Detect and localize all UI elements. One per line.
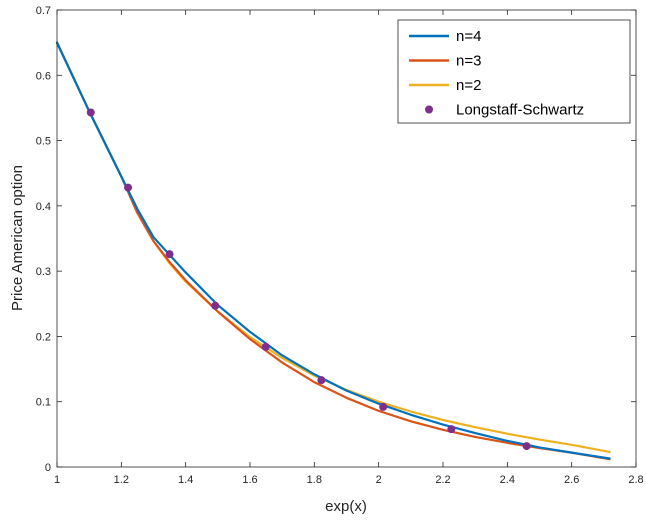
legend-label-n-2: n=2 [456, 77, 481, 94]
marker-layer [86, 108, 531, 451]
legend-label-n-3: n=3 [456, 53, 481, 70]
tick-layer: 1 1.2 1.4 1.6 1.8 2 2.2 2.4 2.6 2.8 0 0.1 0.2 0.3 0.4 0… [36, 5, 644, 486]
legend-swatch-longstaff-schwartz [425, 105, 433, 114]
x-tick-label: 1.2 [114, 474, 129, 486]
longstaff-schwartz-point [379, 402, 388, 411]
series-layer [55, 41, 611, 461]
y-tick-label: 0.6 [36, 70, 51, 82]
longstaff-schwartz-point [522, 442, 531, 451]
x-tick-label: 2.4 [500, 474, 515, 486]
x-axis-title: exp(x) [325, 498, 367, 515]
legend-label-n-4: n=4 [456, 28, 481, 45]
x-tick-label: 2.2 [435, 474, 450, 486]
y-tick-label: 0 [45, 462, 51, 474]
y-tick-label: 0.5 [36, 136, 51, 148]
x-tick-label: 2.6 [564, 474, 579, 486]
y-tick-label: 0.3 [36, 266, 51, 278]
longstaff-schwartz-point [165, 250, 174, 259]
x-tick-label: 1.8 [307, 474, 322, 486]
longstaff-schwartz-point [211, 301, 220, 310]
x-tick-label: 1 [54, 474, 60, 486]
series-line-n-3 [55, 41, 611, 461]
legend-label-longstaff-schwartz: Longstaff-Schwartz [456, 102, 584, 119]
x-tick-label: 2.8 [628, 474, 643, 486]
y-tick-label: 0.7 [36, 5, 51, 17]
y-tick-label: 0.1 [36, 397, 51, 409]
y-tick-label: 0.4 [36, 201, 51, 213]
y-tick-label: 0.2 [36, 331, 51, 343]
longstaff-schwartz-point [86, 108, 95, 117]
x-tick-label: 1.6 [242, 474, 257, 486]
x-tick-label: 1.4 [178, 474, 193, 486]
y-axis-title: Price American option [9, 165, 26, 311]
legend: n=4 n=3 n=2 Longstaff-Schwartz [397, 19, 631, 124]
longstaff-schwartz-point [317, 376, 326, 385]
series-line-n-4 [55, 41, 611, 460]
longstaff-schwartz-point [447, 425, 456, 434]
longstaff-schwartz-point [124, 183, 133, 192]
longstaff-schwartz-point [261, 342, 270, 351]
axes-box [56, 9, 637, 468]
x-tick-label: 2 [376, 474, 382, 486]
